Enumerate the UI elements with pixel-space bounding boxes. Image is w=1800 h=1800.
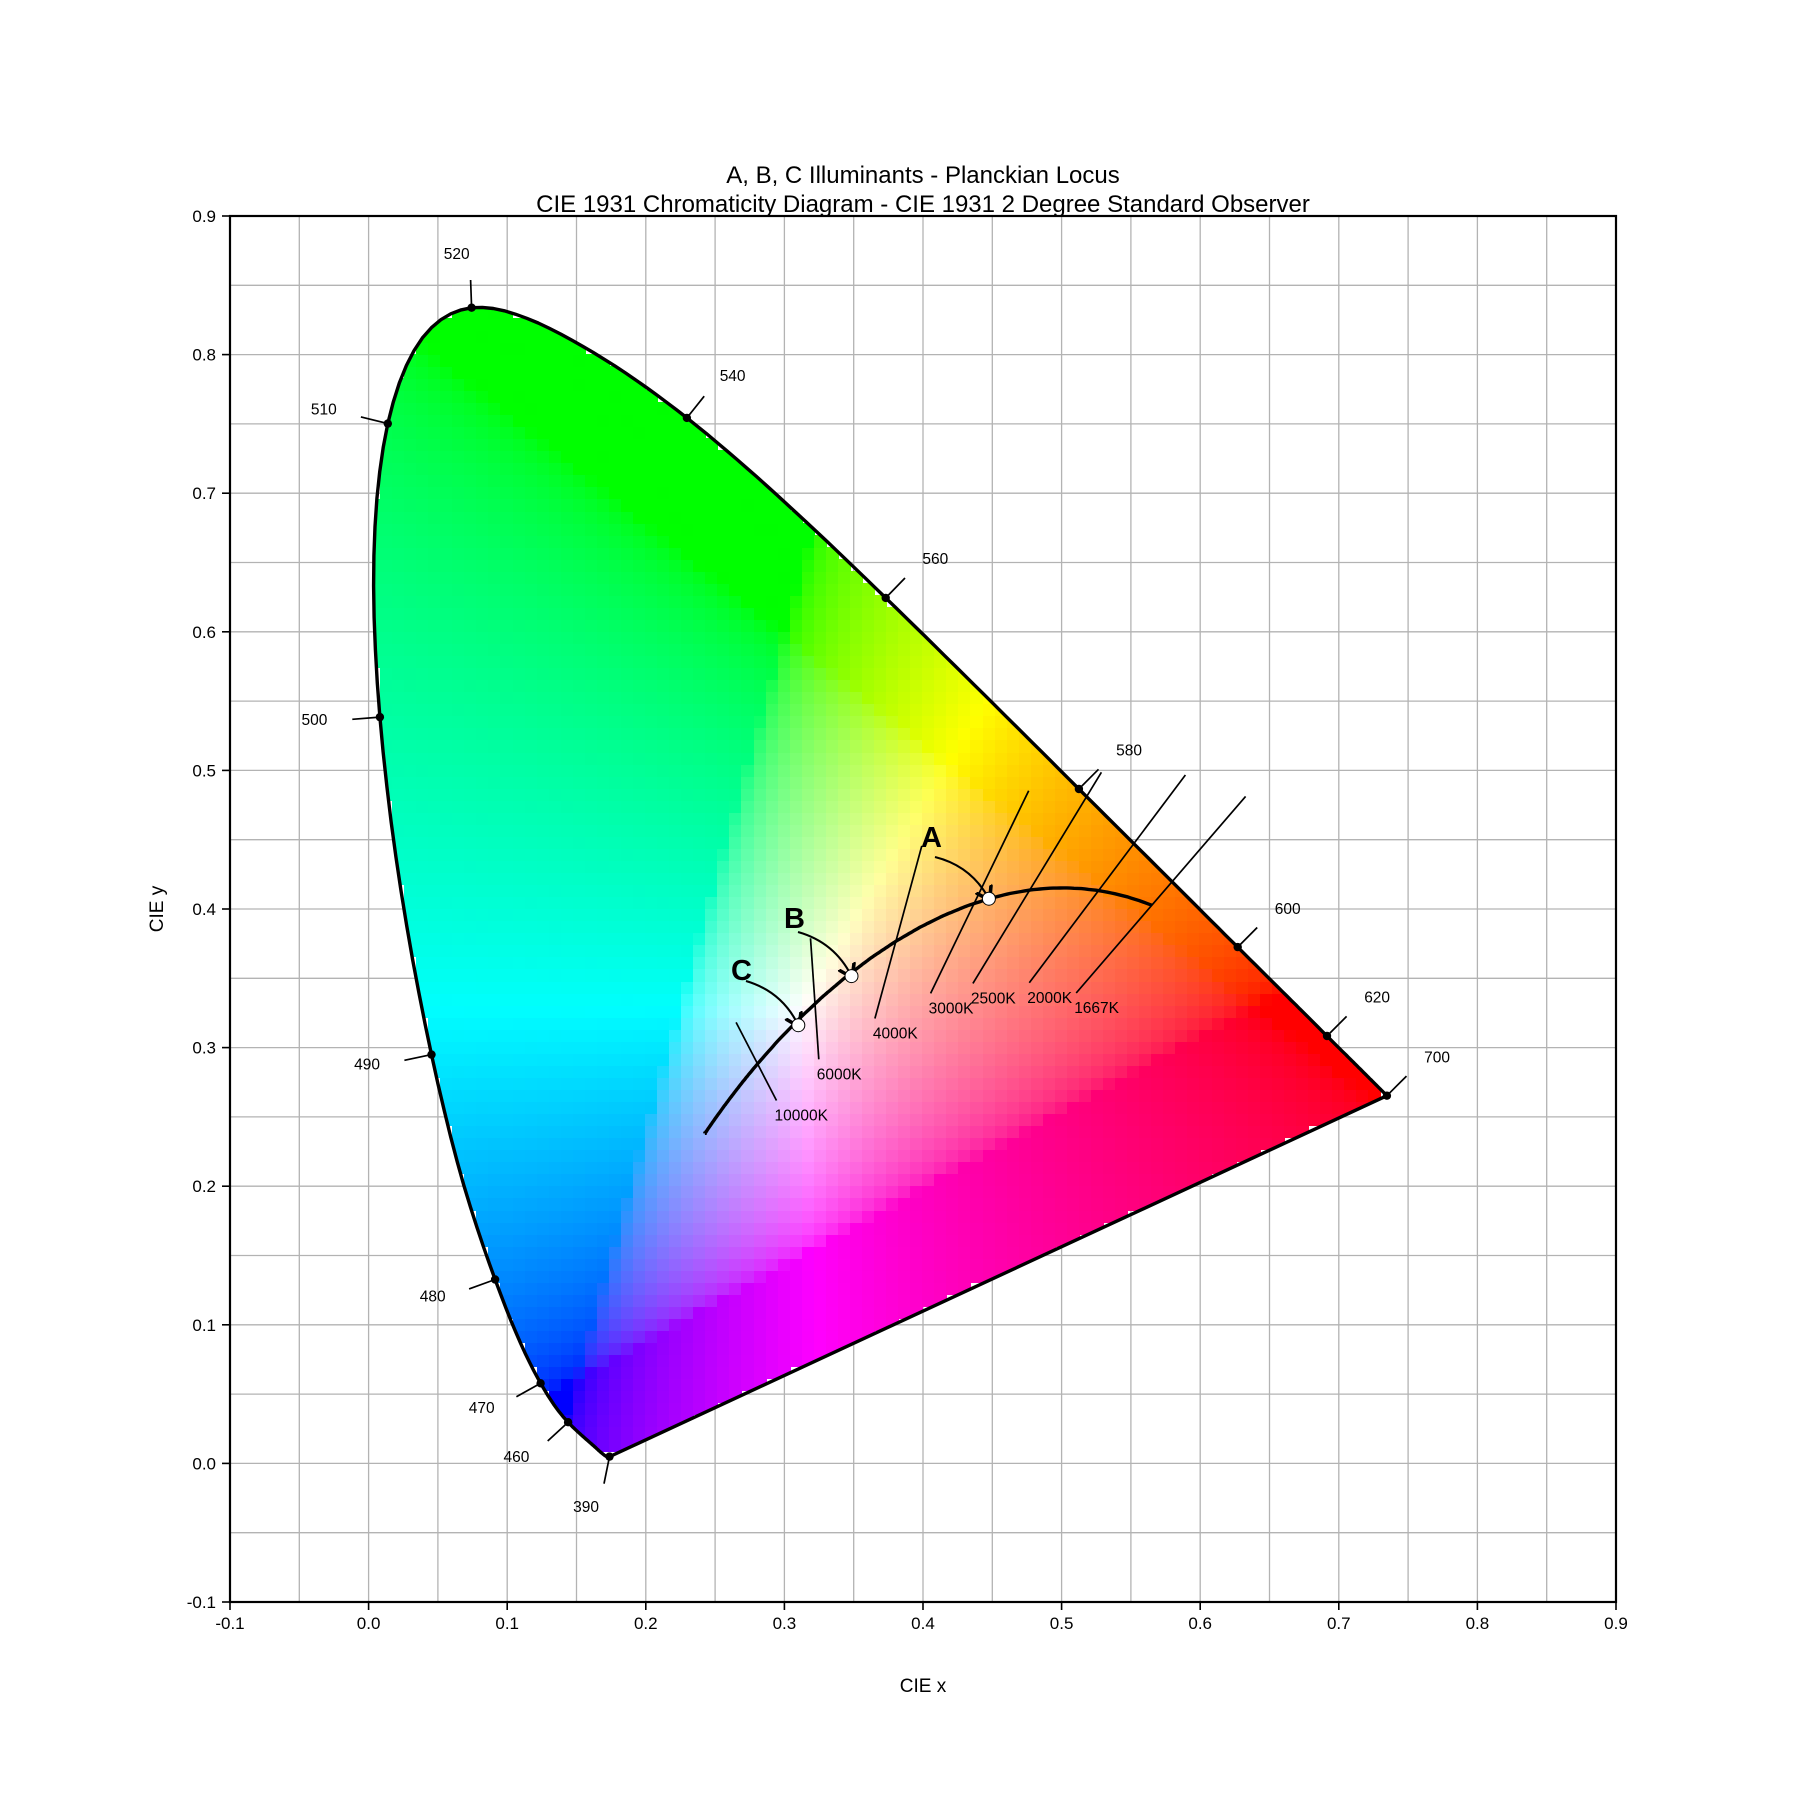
svg-text:0.5: 0.5: [1050, 1614, 1074, 1633]
svg-text:A: A: [921, 822, 942, 854]
svg-text:540: 540: [720, 368, 746, 385]
svg-text:0.2: 0.2: [192, 1177, 216, 1196]
svg-text:CIE 1931 Chromaticity Diagram: CIE 1931 Chromaticity Diagram - CIE 1931…: [536, 191, 1310, 218]
svg-text:0.0: 0.0: [192, 1454, 216, 1473]
svg-text:0.8: 0.8: [1466, 1614, 1490, 1633]
svg-text:0.4: 0.4: [192, 900, 216, 919]
svg-text:0.0: 0.0: [357, 1614, 381, 1633]
svg-text:0.9: 0.9: [1604, 1614, 1628, 1633]
svg-text:6000K: 6000K: [817, 1066, 862, 1083]
svg-text:-0.1: -0.1: [215, 1614, 244, 1633]
svg-text:0.6: 0.6: [1188, 1614, 1212, 1633]
svg-text:480: 480: [420, 1288, 446, 1305]
svg-text:0.7: 0.7: [192, 484, 216, 503]
svg-text:1667K: 1667K: [1074, 1000, 1119, 1017]
svg-text:620: 620: [1364, 990, 1390, 1007]
svg-text:2000K: 2000K: [1027, 990, 1072, 1007]
svg-text:700: 700: [1424, 1049, 1450, 1066]
svg-text:600: 600: [1275, 901, 1301, 918]
svg-text:3000K: 3000K: [929, 1000, 974, 1017]
svg-text:0.3: 0.3: [192, 1039, 216, 1058]
svg-text:0.5: 0.5: [192, 761, 216, 780]
svg-text:0.4: 0.4: [911, 1614, 935, 1633]
svg-text:510: 510: [311, 402, 337, 419]
svg-text:CIE y: CIE y: [147, 885, 168, 932]
svg-text:-0.1: -0.1: [187, 1593, 216, 1612]
svg-text:470: 470: [469, 1400, 495, 1417]
svg-text:0.1: 0.1: [192, 1316, 216, 1335]
svg-text:520: 520: [444, 246, 470, 263]
svg-text:0.2: 0.2: [634, 1614, 658, 1633]
svg-text:0.9: 0.9: [192, 207, 216, 226]
svg-text:460: 460: [504, 1449, 530, 1466]
svg-text:CIE x: CIE x: [900, 1676, 947, 1697]
svg-text:490: 490: [354, 1056, 380, 1073]
svg-text:0.7: 0.7: [1327, 1614, 1351, 1633]
svg-text:0.3: 0.3: [773, 1614, 797, 1633]
svg-text:0.6: 0.6: [192, 623, 216, 642]
svg-text:560: 560: [922, 551, 948, 568]
svg-text:A, B, C Illuminants - Planckia: A, B, C Illuminants - Planckian Locus: [726, 162, 1120, 189]
svg-text:10000K: 10000K: [775, 1108, 829, 1125]
svg-text:0.1: 0.1: [495, 1614, 519, 1633]
svg-text:390: 390: [573, 1499, 599, 1516]
svg-text:4000K: 4000K: [873, 1026, 918, 1043]
svg-text:500: 500: [302, 712, 328, 729]
svg-text:C: C: [731, 955, 752, 987]
svg-text:580: 580: [1116, 743, 1142, 760]
svg-text:2500K: 2500K: [971, 990, 1016, 1007]
svg-text:B: B: [784, 903, 805, 935]
svg-text:0.8: 0.8: [192, 346, 216, 365]
